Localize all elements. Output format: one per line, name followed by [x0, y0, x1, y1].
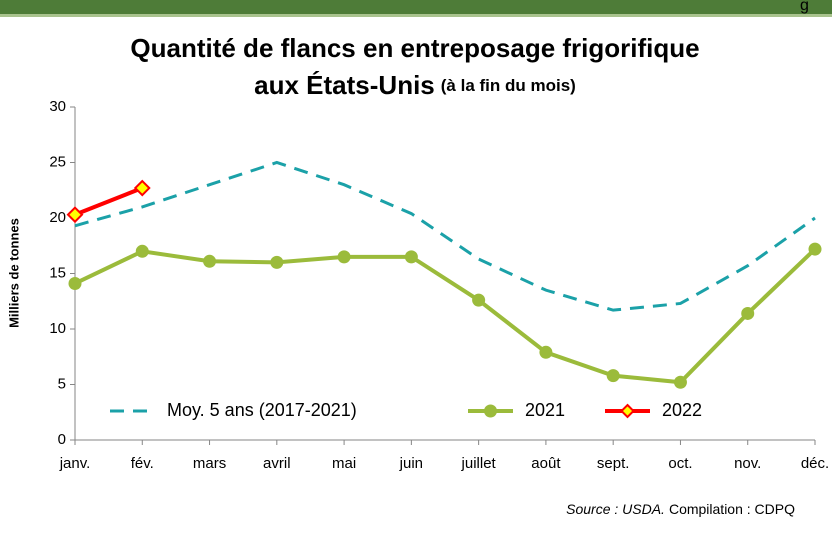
x-tick-label: mars	[193, 455, 226, 472]
x-tick-label: mai	[332, 455, 356, 472]
point	[203, 254, 217, 268]
point	[472, 293, 486, 307]
series-line	[74, 247, 817, 385]
point	[404, 250, 418, 264]
chart-title: Quantité de flancs en entreposage frigor…	[130, 33, 699, 63]
header-bar-edge	[0, 14, 832, 17]
y-tick-label: 20	[49, 209, 66, 226]
point	[68, 276, 82, 290]
point	[135, 244, 149, 258]
legend-label: 2021	[525, 400, 565, 420]
y-tick-label: 10	[49, 320, 66, 337]
x-tick-label: janv.	[59, 455, 91, 472]
compilation: Compilation : CDPQ	[669, 501, 795, 517]
y-tick-label: 15	[49, 264, 66, 281]
x-tick-label: août	[531, 455, 561, 472]
x-tick-label: avril	[263, 455, 291, 472]
point	[539, 345, 553, 359]
point	[741, 306, 755, 320]
x-tick-label: sept.	[597, 455, 630, 472]
subtitle: (à la fin du mois)	[441, 76, 576, 95]
y-tick-label: 5	[58, 375, 66, 392]
x-tick-label: fév.	[131, 455, 154, 472]
series-line	[74, 186, 144, 217]
x-tick-label: nov.	[734, 455, 761, 472]
header-bar	[0, 0, 832, 14]
y-tick-label: 30	[49, 98, 66, 115]
x-tick-label: oct.	[668, 455, 692, 472]
point	[673, 375, 687, 389]
y-tick-label: 25	[49, 153, 66, 170]
legend-label: 2022	[662, 400, 702, 420]
x-tick-label: juin	[399, 455, 423, 472]
header-fragment: g	[800, 0, 809, 14]
legend-marker	[620, 403, 635, 419]
legend-marker	[484, 404, 497, 418]
point	[337, 250, 351, 264]
point	[270, 255, 284, 269]
title-line2: aux États-Unis	[254, 70, 435, 100]
x-tick-label: déc.	[801, 455, 829, 472]
x-tick-label: juillet	[461, 455, 497, 472]
point	[808, 242, 822, 256]
source: Source : USDA.	[566, 501, 665, 517]
point	[606, 369, 620, 383]
source-note: Source : USDA. Compilation : CDPQ	[566, 501, 795, 517]
series-line	[74, 160, 816, 312]
legend-label: Moy. 5 ans (2017-2021)	[167, 400, 357, 420]
y-tick-label: 0	[58, 431, 66, 448]
point	[133, 179, 151, 197]
y-axis-label: Milliers de tonnes	[6, 218, 21, 328]
point	[66, 206, 84, 224]
chart-title-line2: aux États-Unis (à la fin du mois)	[254, 70, 576, 100]
